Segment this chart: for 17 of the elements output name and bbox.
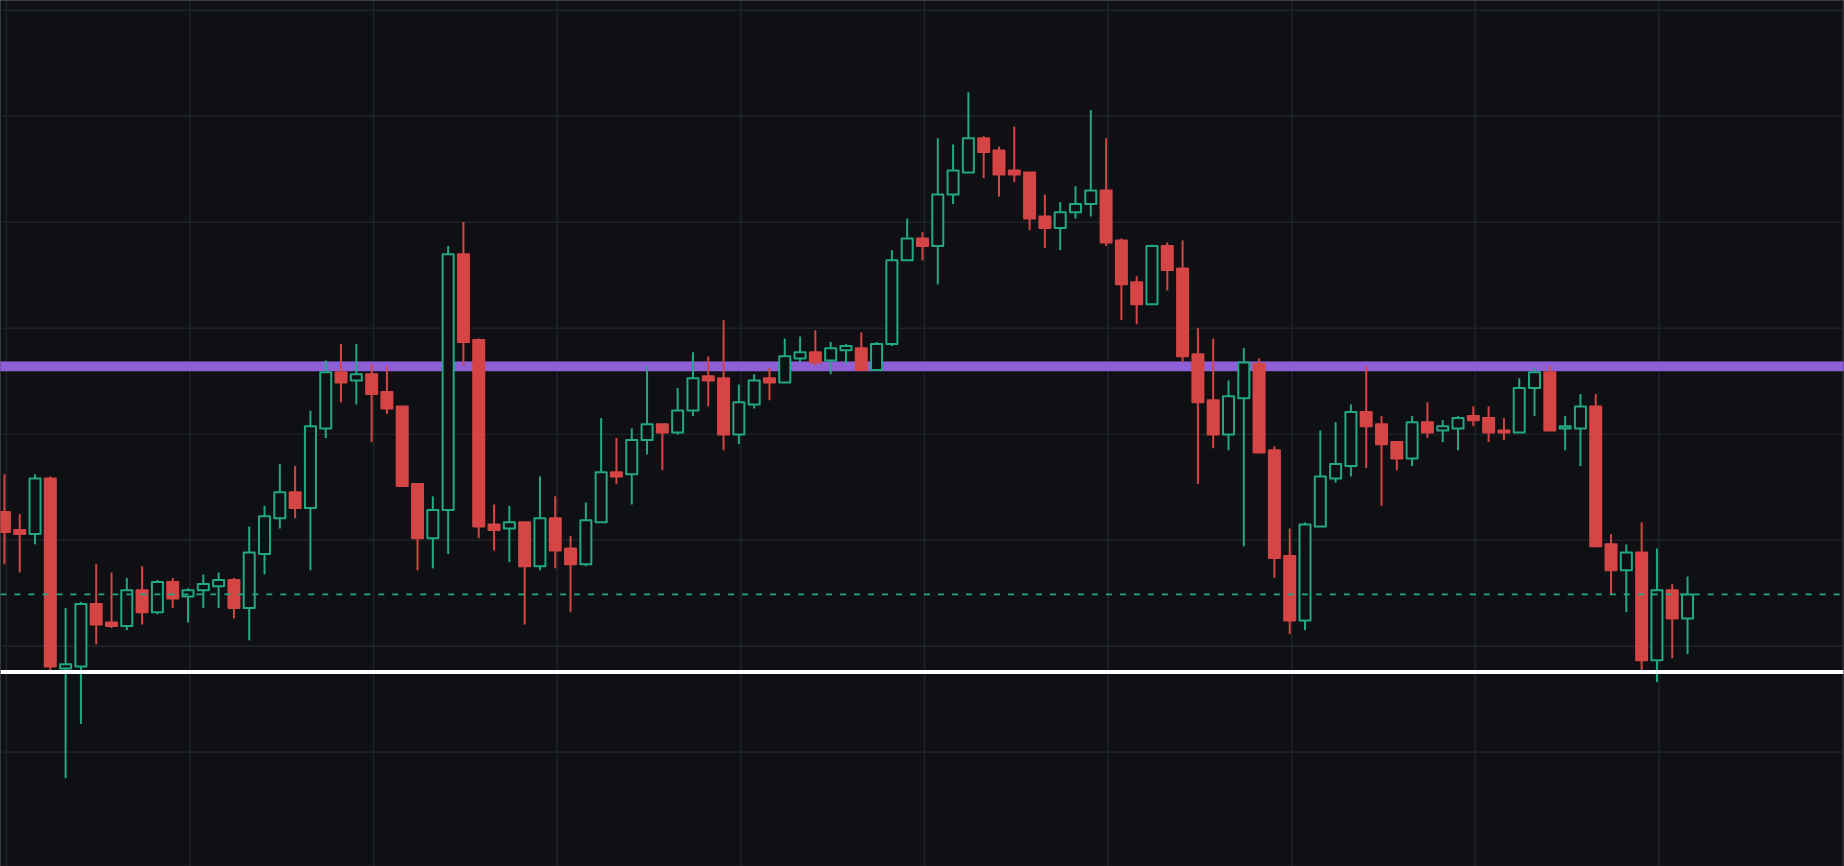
candlestick [915, 231, 929, 262]
candlestick [334, 342, 348, 404]
candlestick [1665, 582, 1679, 659]
candlestick [518, 521, 532, 626]
candlestick [655, 423, 669, 472]
candlestick [1420, 401, 1434, 439]
candlestick [135, 565, 149, 626]
candlestick [609, 436, 623, 485]
candlestick [854, 331, 868, 371]
candlestick [349, 342, 363, 406]
candlestick [288, 464, 302, 520]
candlestick [1405, 414, 1419, 467]
candlestick [808, 329, 822, 367]
candlestick [227, 576, 241, 620]
candlestick [502, 504, 516, 563]
candlestick [166, 576, 180, 609]
candlestick [762, 366, 776, 402]
